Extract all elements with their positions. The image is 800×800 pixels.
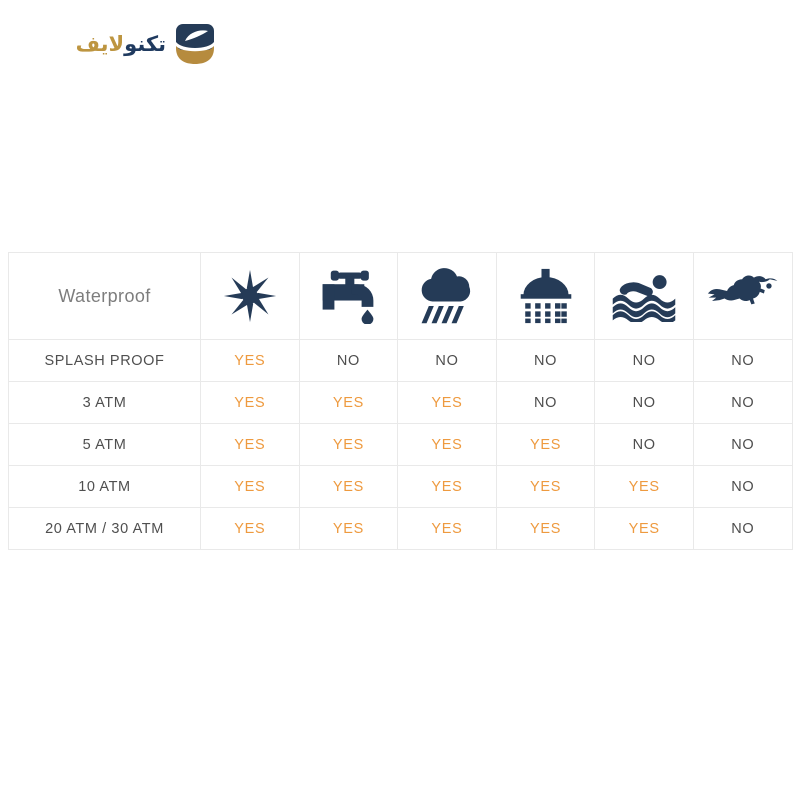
waterproof-header-label: Waterproof (8, 252, 201, 340)
row-label: 20 ATM / 30 ATM (8, 507, 201, 550)
cell-shower-yes: YES (495, 465, 596, 508)
cell-rain-no: NO (397, 339, 497, 382)
cell-dive-no: NO (692, 339, 793, 382)
table-body: SPLASH PROOF YES NO NO NO NO NO 3 ATM YES YES YES N… (8, 339, 793, 550)
cell-sun-yes: YES (200, 381, 300, 424)
cell-faucet-yes: YES (298, 507, 399, 550)
header-cell-swimmer (594, 252, 694, 340)
cell-swim-no: NO (594, 381, 694, 424)
cell-sun-yes: YES (200, 339, 300, 382)
rain-cloud-icon (398, 253, 496, 339)
sun-icon (201, 253, 299, 339)
row-label: 10 ATM (8, 465, 201, 508)
logo-wordmark-navy: تکنو (124, 31, 166, 56)
cell-dive-no: NO (692, 381, 793, 424)
cell-shower-no: NO (495, 381, 596, 424)
cell-sun-yes: YES (200, 465, 300, 508)
cell-swim-no: NO (594, 423, 694, 466)
cell-sun-yes: YES (200, 423, 300, 466)
cell-swim-no: NO (594, 339, 694, 382)
swimmer-icon (595, 253, 693, 339)
table-row: 5 ATM YES YES YES YES NO NO (8, 423, 793, 466)
table-row: 3 ATM YES YES YES NO NO NO (8, 381, 793, 424)
cell-faucet-yes: YES (298, 423, 399, 466)
site-logo[interactable]: تکنولایف (18, 16, 218, 72)
table-header: Waterproof (8, 252, 793, 340)
cell-shower-no: NO (495, 339, 596, 382)
cell-rain-yes: YES (397, 423, 497, 466)
faucet-icon (300, 253, 398, 339)
table-row: 10 ATM YES YES YES YES YES NO (8, 465, 793, 508)
cell-rain-yes: YES (397, 465, 497, 508)
waterproof-comparison-table: Waterproof (8, 252, 793, 550)
waterproof-table: Waterproof (8, 252, 793, 550)
row-label: SPLASH PROOF (8, 339, 201, 382)
cell-sun-yes: YES (200, 507, 300, 550)
cell-dive-no: NO (692, 423, 793, 466)
header-cell-shower (495, 252, 596, 340)
cell-rain-yes: YES (397, 381, 497, 424)
cell-rain-yes: YES (397, 507, 497, 550)
table-row: 20 ATM / 30 ATM YES YES YES YES YES NO (8, 507, 793, 550)
cell-swim-yes: YES (594, 507, 694, 550)
logo-wordmark-gold: لایف (75, 31, 125, 56)
scuba-diver-icon (694, 253, 792, 339)
header-cell-sun (200, 252, 300, 340)
logo-mark-icon (172, 22, 218, 66)
cell-faucet-yes: YES (298, 465, 399, 508)
cell-shower-yes: YES (495, 507, 596, 550)
row-label: 5 ATM (8, 423, 201, 466)
cell-shower-yes: YES (495, 423, 596, 466)
cell-swim-yes: YES (594, 465, 694, 508)
header-cell-diver (692, 252, 793, 340)
table-row: SPLASH PROOF YES NO NO NO NO NO (8, 339, 793, 382)
header-cell-faucet (298, 252, 399, 340)
row-label: 3 ATM (8, 381, 201, 424)
header-cell-rain (397, 252, 497, 340)
cell-dive-no: NO (692, 465, 793, 508)
cell-faucet-yes: YES (298, 381, 399, 424)
shower-icon (497, 253, 595, 339)
logo-wordmark: تکنولایف (75, 31, 166, 56)
cell-dive-no: NO (692, 507, 793, 550)
header-row: Waterproof (8, 252, 793, 340)
cell-faucet-no: NO (298, 339, 399, 382)
